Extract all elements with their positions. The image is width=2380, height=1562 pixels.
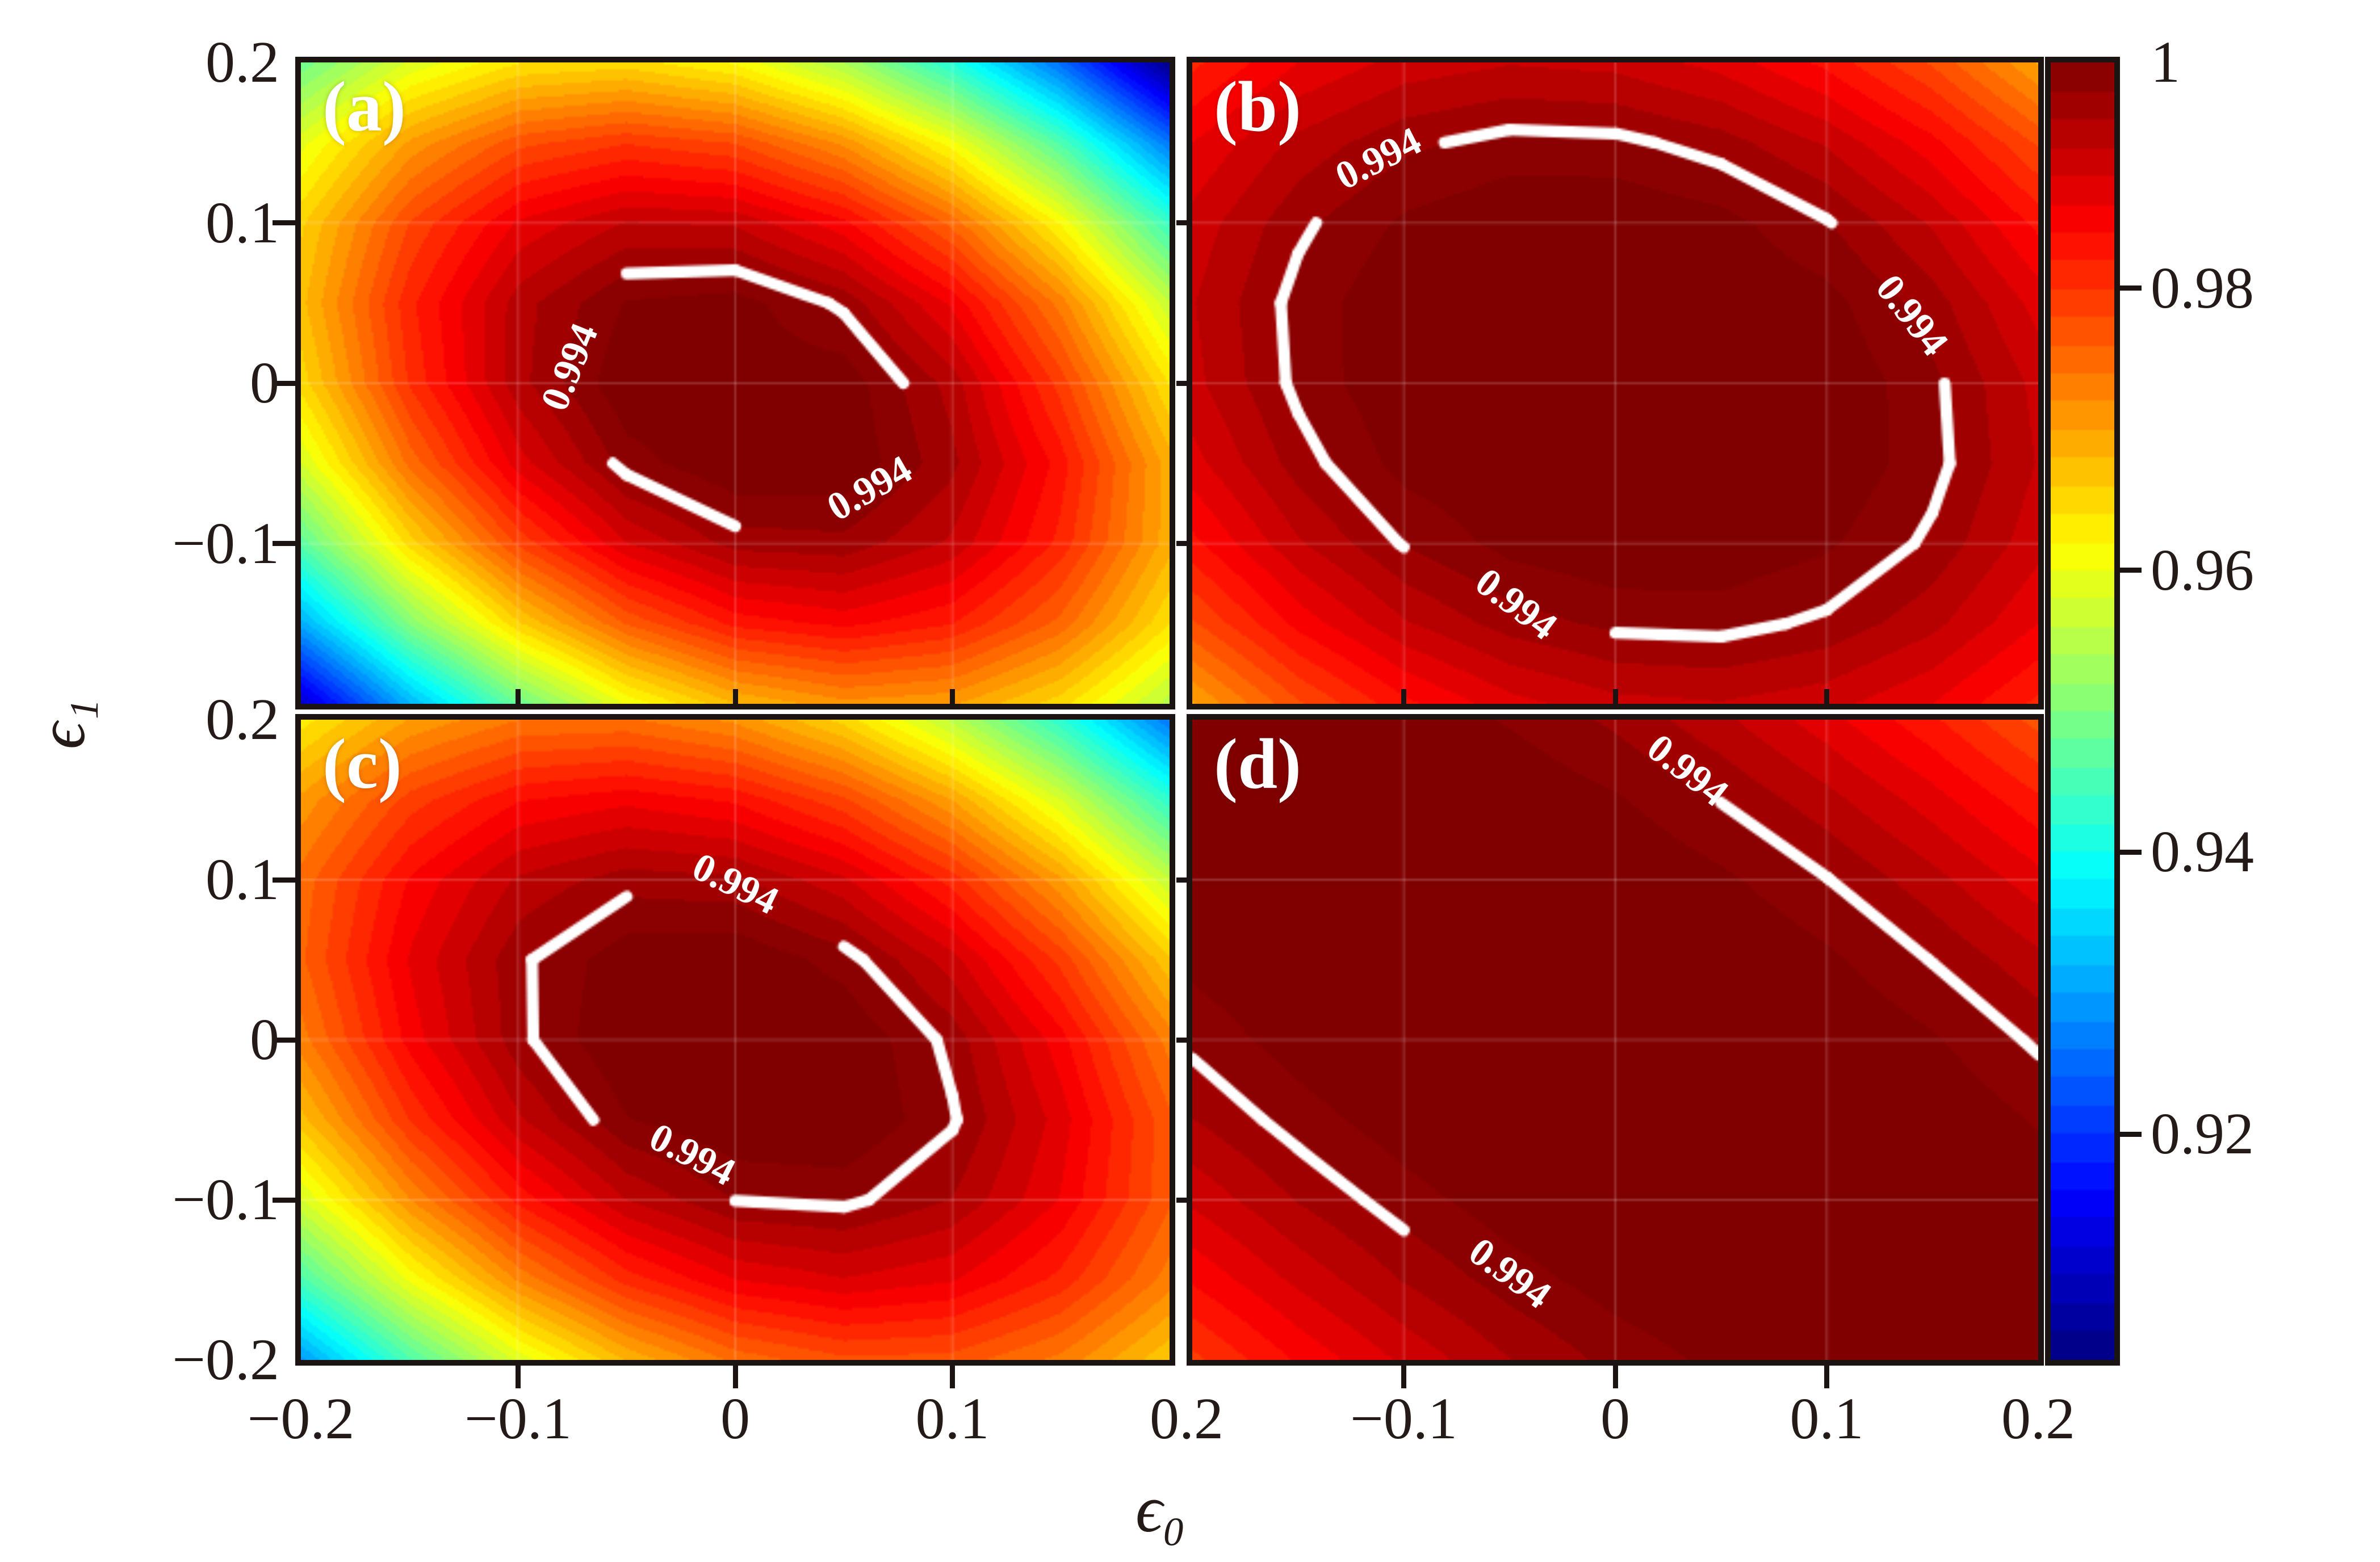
y-tick [1176,1197,1187,1203]
colorbar-tick-label: 0.92 [2151,1101,2254,1167]
colorbar-tick [2120,849,2142,855]
y-tick [273,877,295,883]
y-tick-label: 0.1 [206,847,279,912]
y-tick-label: −0.1 [172,510,279,576]
y-tick-label: 0.2 [206,687,279,752]
x-tick-label: 0.1 [1790,1386,1864,1451]
colorbar-canvas [2051,62,2114,1360]
heatmap-canvas-c [301,720,1170,1360]
panel-d: (d) 0.994 0.994 [1187,714,2044,1366]
x-tick [516,689,521,704]
x-tick [1824,689,1829,704]
colorbar [2045,57,2120,1366]
x-tick-label: 0 [1600,1386,1630,1451]
colorbar-tick-label: 0.94 [2151,819,2254,885]
x-tick-label: 0 [720,1386,750,1451]
x-tick [1401,1366,1406,1388]
panel-c: (c) 0.994 0.994 [295,714,1175,1366]
panel-b: (b) 0.994 0.994 0.994 [1187,57,2044,709]
x-tick-label: −0.1 [1350,1386,1457,1451]
x-tick [516,1366,521,1388]
colorbar-tick-label: 0.96 [2151,537,2254,603]
panel-label-b: (b) [1214,68,1301,146]
x-tick [1401,689,1406,704]
y-tick-label: 0.2 [206,30,279,95]
y-tick [1176,220,1187,225]
colorbar-tick [2120,568,2142,573]
x-tick-label: −0.2 [247,1386,355,1451]
y-tick-label: 0.1 [206,190,279,255]
x-tick [950,1366,955,1388]
y-axis-label: ϵ₁ [24,699,99,749]
x-tick-label: 0.2 [1150,1386,1223,1451]
y-tick [273,1037,295,1043]
colorbar-tick [2120,1131,2142,1137]
y-tick [1176,877,1187,883]
x-tick-label: 0.1 [915,1386,990,1451]
panel-a: (a) 0.994 0.994 [295,57,1175,709]
panel-label-a: (a) [322,68,406,146]
y-tick [273,1197,295,1203]
x-axis-label: ϵ₀ [1135,1472,1186,1546]
panel-label-d: (d) [1214,725,1301,804]
y-tick [1176,380,1187,386]
y-tick-label: 0 [250,1007,279,1072]
heatmap-canvas-b [1192,62,2038,704]
y-tick [273,220,295,225]
x-tick [732,689,738,704]
panel-label-c: (c) [322,725,402,804]
colorbar-tick-label: 0.98 [2151,255,2254,321]
y-tick [1176,1037,1187,1043]
y-tick-label: 0 [250,350,279,415]
y-tick-label: −0.1 [172,1167,279,1232]
colorbar-tick-label: 1 [2151,30,2180,95]
x-tick-label: −0.1 [464,1386,572,1451]
x-tick [950,689,955,704]
x-tick [1612,1366,1618,1388]
y-tick-label: −0.2 [172,1327,279,1392]
y-tick [273,541,295,546]
colorbar-tick [2120,285,2142,291]
x-tick [1824,1366,1829,1388]
x-tick [732,1366,738,1388]
x-tick [1612,689,1618,704]
y-tick [273,380,295,386]
x-tick-label: 0.2 [2001,1386,2075,1451]
y-tick [1176,541,1187,546]
heatmap-canvas-a [301,62,1170,704]
heatmap-canvas-d [1192,720,2038,1360]
